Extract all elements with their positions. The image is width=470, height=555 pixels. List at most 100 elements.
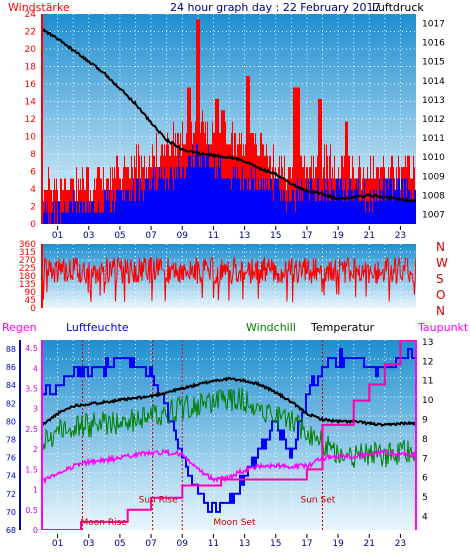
y-tick-label-humidity: 72	[6, 490, 16, 499]
y-tick-label-left: 10	[25, 133, 37, 143]
x-tick-label: 07	[145, 539, 156, 549]
y-tick-label-rain: 2.5	[25, 425, 38, 434]
y-tick-label-right-3: 11	[422, 377, 433, 387]
left-axis-title: Windstärke	[8, 1, 70, 14]
sun-rise-label: Sun Rise	[139, 496, 178, 506]
x-tick-label: 07	[145, 231, 156, 241]
y-tick-label-left: 14	[25, 98, 37, 108]
y-tick-label-rain: 3.5	[25, 385, 38, 394]
moon-rise-label: Moon Rise	[81, 518, 128, 528]
y-tick-label-dir: 270	[19, 256, 36, 266]
y-tick-label-rain: 4	[33, 364, 38, 373]
compass-n-bottom: N	[436, 304, 445, 318]
y-tick-label-dir: 90	[25, 288, 37, 298]
y-tick-label-left: 8	[30, 150, 36, 160]
y-tick-label-left: 4	[30, 185, 36, 195]
legend-regen: Regen	[2, 321, 37, 334]
y-tick-label-left: 24	[25, 10, 37, 20]
y-tick-label-right-3: 7	[422, 454, 428, 464]
moon-set-label: Moon Set	[213, 518, 256, 528]
y-tick-label-right-3: 6	[422, 474, 428, 484]
y-tick-label-dir: 45	[25, 296, 36, 306]
x-tick-label: 11	[208, 231, 219, 241]
y-tick-label-right-3: 8	[422, 435, 428, 445]
x-tick-label: 21	[364, 539, 375, 549]
y-tick-label-dir: 360	[19, 240, 36, 250]
x-tick-label: 15	[270, 231, 281, 241]
chart-title: 24 hour graph day : 22 February 2017	[170, 1, 381, 14]
wind-pressure-panel: Windstärke 24 hour graph day : 22 Februa…	[8, 1, 445, 241]
sun-set-label: Sun Set	[301, 496, 336, 506]
wind-direction-line	[42, 256, 416, 303]
compass-w: W	[436, 256, 448, 270]
y-tick-label-humidity: 82	[6, 399, 16, 408]
x-tick-label: 15	[270, 539, 281, 549]
y-tick-label-humidity: 68	[6, 526, 16, 535]
x-tick-label: 09	[177, 231, 189, 241]
y-tick-label-left: 20	[25, 45, 37, 55]
y-tick-label-rain: 1	[33, 486, 38, 495]
x-tick-label: 01	[52, 231, 63, 241]
temperature-humidity-panel: Regen Luftfeuchte Windchill Temperatur T…	[2, 321, 469, 549]
y-tick-label-humidity: 88	[6, 345, 16, 354]
right-axis-title: Luftdruck	[372, 1, 424, 14]
x-tick-label: 19	[332, 539, 344, 549]
y-tick-label-left: 18	[25, 63, 37, 73]
y-tick-label-rain: 0	[33, 526, 38, 535]
x-tick-label: 03	[83, 231, 94, 241]
y-tick-label-right: 1010	[422, 153, 445, 163]
legend-taupunkt: Taupunkt	[417, 321, 469, 334]
x-tick-label: 05	[114, 231, 125, 241]
legend-windchill: Windchill	[246, 321, 296, 334]
y-tick-label-rain: 3	[33, 405, 38, 414]
y-tick-label-left: 6	[30, 168, 36, 178]
y-tick-label-right-3: 12	[422, 357, 433, 367]
y-tick-label-left: 16	[25, 80, 37, 90]
y-tick-label-dir: 180	[19, 272, 36, 282]
y-tick-label-right: 1013	[422, 96, 445, 106]
y-tick-label-right-3: 9	[422, 415, 428, 425]
x-tick-label: 17	[301, 231, 312, 241]
y-tick-label-left: 22	[25, 28, 36, 38]
y-tick-label-rain: 2	[33, 445, 38, 454]
pressure-line	[42, 27, 416, 203]
y-tick-label-right: 1017	[422, 20, 445, 30]
y-tick-label-right: 1014	[422, 77, 445, 87]
y-tick-label-humidity: 86	[6, 363, 16, 372]
x-axis-3: 01 03 05 07 09 11 13 15 17 19 21 23	[52, 534, 406, 549]
humidity-line	[42, 348, 416, 513]
y-tick-label-rain: 1.5	[25, 465, 38, 474]
gust-series	[43, 144, 416, 224]
y-tick-label-humidity: 78	[6, 436, 16, 445]
y-axis-right-3: 4 5 6 7 8 9 10 11 12 13	[422, 338, 434, 522]
y-tick-label-rain: 4.5	[25, 344, 38, 353]
x-tick-label: 13	[239, 539, 250, 549]
y-tick-label-right: 1011	[422, 134, 445, 144]
y-tick-label-right: 1012	[422, 115, 445, 125]
y-tick-label-dir: 225	[19, 264, 36, 274]
y-tick-label-right: 1007	[422, 210, 445, 220]
y-tick-label-right: 1009	[422, 172, 445, 182]
y-tick-label-dir: 315	[19, 248, 36, 258]
x-tick-label: 21	[364, 231, 375, 241]
y-tick-label-humidity: 76	[6, 454, 16, 463]
y-tick-label-rain: 0.5	[25, 506, 38, 515]
x-tick-label: 09	[177, 539, 189, 549]
y-tick-label-humidity: 74	[6, 472, 16, 481]
y-tick-label-left: 12	[25, 115, 36, 125]
legend-temperatur: Temperatur	[310, 321, 375, 334]
y-tick-label-right-3: 4	[422, 512, 428, 522]
compass-o: O	[436, 288, 445, 302]
y-tick-label-humidity: 70	[6, 508, 16, 517]
x-tick-label: 05	[114, 539, 125, 549]
x-tick-label: 13	[239, 231, 250, 241]
y-tick-label-right-3: 10	[422, 396, 434, 406]
y-tick-label-right: 1008	[422, 191, 445, 201]
windchill-line	[42, 387, 416, 469]
x-tick-label: 17	[301, 539, 312, 549]
x-tick-label: 19	[332, 231, 344, 241]
x-tick-label: 23	[395, 231, 406, 241]
y-tick-label-right: 1016	[422, 39, 445, 49]
